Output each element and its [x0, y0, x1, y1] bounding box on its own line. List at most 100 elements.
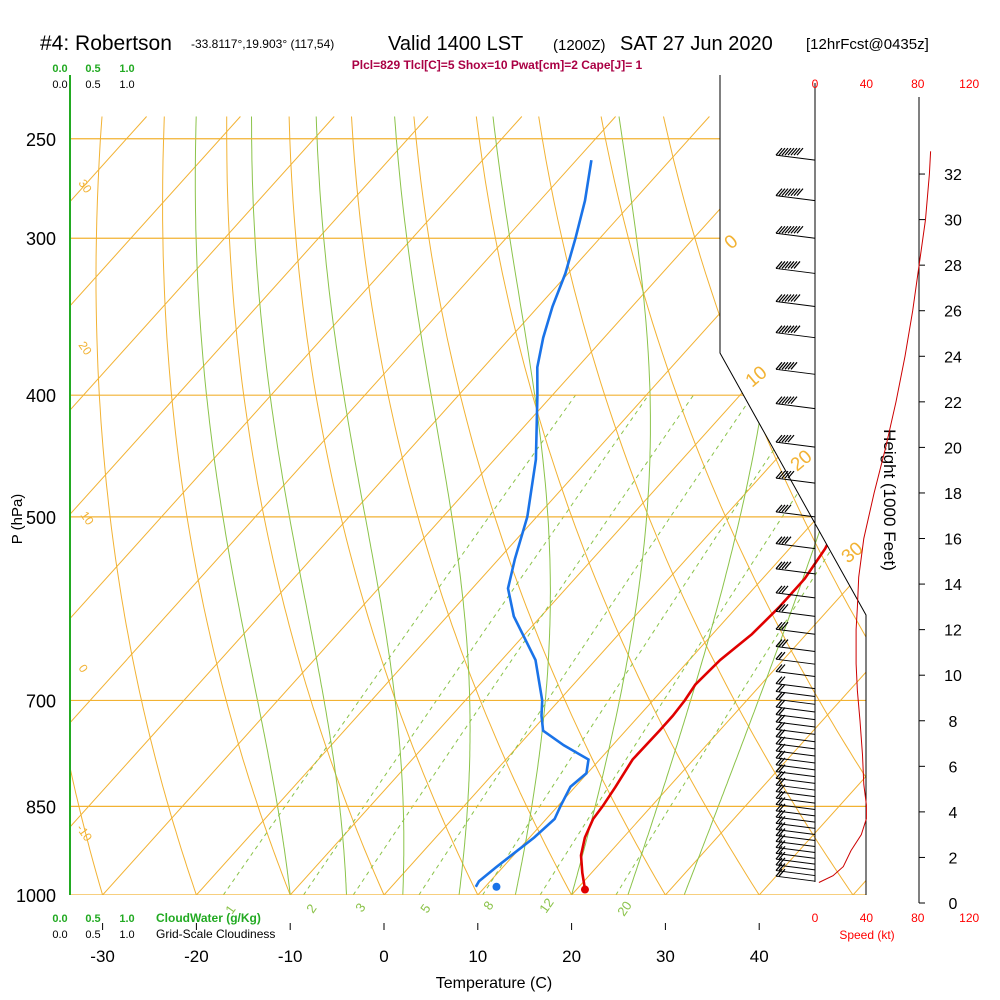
cloudiness-tick-top: 0.0: [52, 79, 67, 91]
isotherm-line: [70, 116, 241, 895]
wind-barb: [775, 585, 816, 599]
cloud-water-tick-bottom: 0.0: [52, 913, 67, 925]
wind-barb: [775, 714, 816, 728]
valid-time: Valid 1400 LST: [388, 33, 523, 55]
wind-barbs: [775, 147, 816, 882]
mixing-ratio-line: [352, 394, 694, 895]
wind-barb: [775, 536, 816, 550]
dewpoint-profile: [474, 159, 593, 888]
height-tick-label: 30: [944, 213, 962, 230]
cloud-water-tick-top: 0.0: [52, 63, 67, 75]
stability-indices: Plcl=829 Tlcl[C]=5 Shox=10 Pwat[cm]=2 Ca…: [352, 58, 643, 72]
wind-barb: [775, 722, 816, 735]
speed-tick-top: 0: [812, 77, 819, 91]
wind-barb: [775, 225, 816, 239]
wind-barb: [775, 325, 816, 339]
thermo-grid: [0, 116, 1000, 896]
isotherm-line: [383, 116, 866, 895]
wind-barb: [775, 396, 816, 410]
wind-barb: [775, 699, 816, 713]
mixing-ratio-label: 12: [536, 895, 557, 915]
wind-barb: [775, 651, 816, 665]
height-tick-label: 32: [944, 167, 962, 184]
speed-tick-top: 80: [911, 77, 925, 91]
moist-adiabat-line: [627, 116, 779, 895]
wind-barb: [775, 863, 816, 877]
mixing-ratio-label: 3: [352, 900, 368, 915]
temperature-tick-label: 40: [750, 947, 769, 966]
mixing-ratio-line: [539, 394, 863, 895]
wind-barb: [775, 188, 816, 202]
temperature-tick-label: -30: [90, 947, 115, 966]
isotherm-line: [289, 116, 866, 895]
wind-barb: [775, 691, 816, 705]
wind-barb: [775, 603, 816, 617]
wind-barb: [775, 621, 816, 635]
station-coords: -33.8117°,19.903° (117,54): [191, 37, 334, 51]
cloud-water-tick-bottom: 0.5: [85, 913, 100, 925]
isotherm-line: [758, 116, 866, 895]
height-tick-label: 12: [944, 623, 962, 640]
mixing-ratio-label: 8: [480, 898, 496, 913]
dry-adiabat-line: [538, 116, 854, 895]
wind-barb: [775, 845, 816, 859]
isotherm-line: [102, 116, 804, 895]
isotherm-line: [70, 116, 335, 895]
height-tick-label: 8: [949, 714, 958, 731]
skew-frame-edge: [719, 75, 867, 895]
pressure-tick-label: 500: [26, 508, 56, 528]
speed-curve-group: [818, 151, 932, 883]
height-tick-label: 2: [949, 850, 958, 867]
temperature-tick-label: -20: [184, 947, 209, 966]
isotherm-line: [70, 116, 429, 895]
isotherm-line: [852, 116, 866, 895]
moist-adiabat-line: [251, 116, 347, 895]
height-tick-label: 0: [949, 896, 958, 913]
wind-barb: [775, 294, 816, 308]
wind-barb: [775, 504, 816, 518]
height-tick-label: 14: [944, 577, 962, 594]
mixing-ratio-line: [303, 394, 649, 895]
temperature-tick-label: 20: [562, 947, 581, 966]
moist-adiabat-line: [394, 116, 471, 895]
cloud-water-tick-bottom: 1.0: [119, 913, 134, 925]
dry-adiabat-line: [351, 116, 573, 895]
wind-barb: [775, 868, 816, 882]
height-tick-label: 4: [949, 805, 958, 822]
pressure-tick-label: 700: [26, 691, 56, 711]
pressure-tick-label: 400: [26, 386, 56, 406]
speed-tick-bottom: 40: [860, 911, 874, 925]
cloudiness-tick-bottom: 0.5: [85, 929, 100, 941]
dry-adiabat-line: [475, 116, 760, 895]
height-axis-title: Height (1000 Feet): [880, 429, 899, 571]
isotherm-line: [70, 116, 523, 895]
height-tick-label: 26: [944, 304, 962, 321]
dry-adiabat-line: [0, 117, 9, 896]
dry-adiabat-label: 10: [78, 509, 97, 528]
height-tick-label: 16: [944, 532, 962, 549]
dry-adiabat-label: 0: [76, 662, 91, 676]
wind-barb: [775, 639, 816, 653]
speed-tick-top: 40: [860, 77, 874, 91]
pressure-tick-label: 850: [26, 797, 56, 817]
isotherm-line: [70, 116, 710, 895]
wind-barb: [775, 664, 816, 678]
wind-barb: [775, 707, 816, 721]
dry-adiabat-label: 20: [76, 339, 95, 358]
cloudiness-tick-top: 0.5: [85, 79, 100, 91]
wind-barb: [775, 857, 816, 871]
moist-adiabat-line: [194, 116, 291, 895]
sounding-profiles: [474, 159, 866, 894]
height-tick-label: 22: [944, 395, 962, 412]
speed-tick-bottom: 80: [911, 911, 925, 925]
isotherm-line: [665, 116, 866, 895]
dry-adiabat-line: [413, 116, 666, 895]
dry-adiabat-label: -10: [74, 822, 96, 845]
pressure-tick-label: 250: [26, 130, 56, 150]
wind-speed-curve: [818, 151, 932, 883]
dry-adiabat-line: [162, 116, 291, 895]
wind-barb: [775, 470, 816, 484]
temperature-tick-label: 30: [656, 947, 675, 966]
isotherm-line: [947, 117, 1000, 896]
